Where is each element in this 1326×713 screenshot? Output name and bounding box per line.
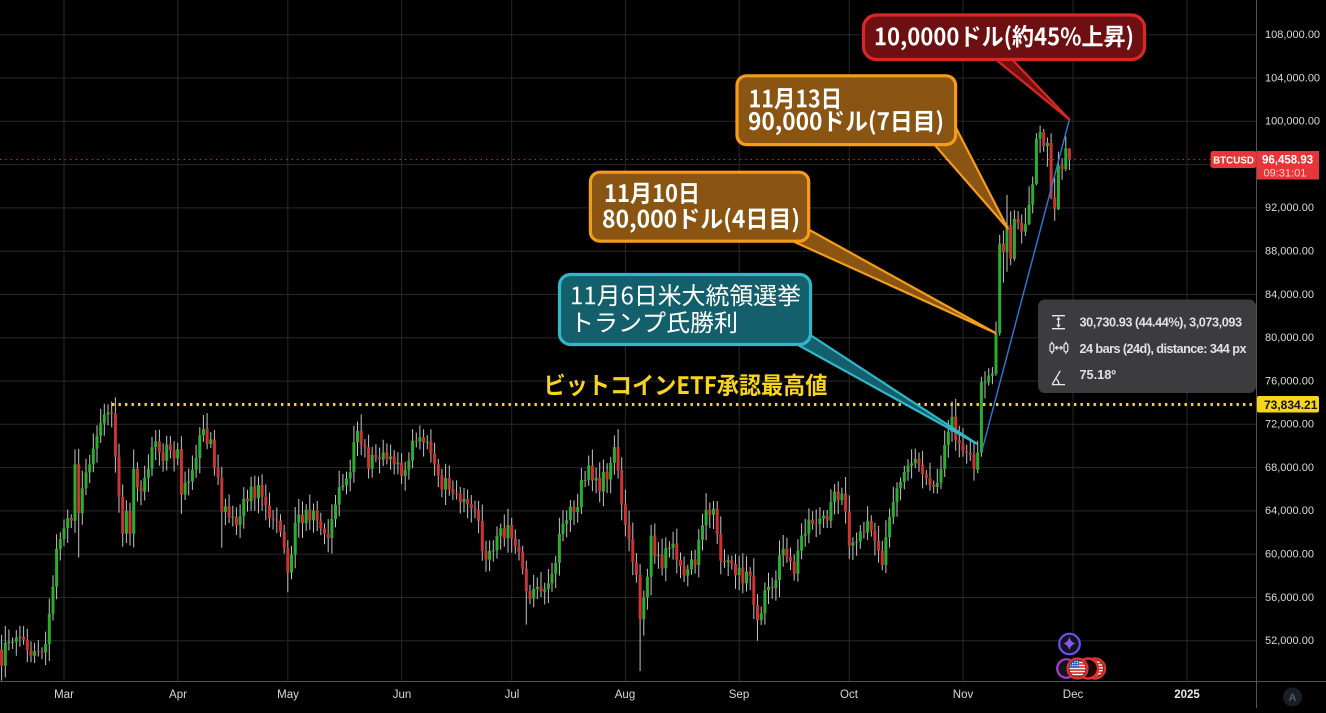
svg-text:Mar: Mar (54, 689, 74, 701)
svg-text:72,000.00: 72,000.00 (1265, 419, 1314, 431)
svg-text:76,000.00: 76,000.00 (1265, 375, 1314, 387)
svg-text:Sep: Sep (729, 689, 749, 701)
svg-text:73,834.21: 73,834.21 (1264, 398, 1318, 412)
svg-text:Jul: Jul (505, 689, 520, 701)
svg-text:Jun: Jun (393, 689, 412, 701)
svg-text:24 bars (24d), distance: 344 p: 24 bars (24d), distance: 344 px (1080, 342, 1247, 356)
svg-text:104,000.00: 104,000.00 (1265, 72, 1320, 84)
svg-text:108,000.00: 108,000.00 (1265, 29, 1320, 41)
svg-text:56,000.00: 56,000.00 (1265, 592, 1314, 604)
svg-text:Oct: Oct (840, 689, 859, 701)
svg-text:Aug: Aug (615, 689, 635, 701)
svg-text:84,000.00: 84,000.00 (1265, 289, 1314, 301)
svg-text:09:31:01: 09:31:01 (1264, 168, 1307, 180)
svg-text:A: A (1289, 692, 1297, 704)
svg-text:BTCUSD: BTCUSD (1213, 155, 1254, 166)
svg-text:2025: 2025 (1174, 689, 1200, 701)
svg-text:Apr: Apr (169, 689, 187, 701)
svg-text:80,000.00: 80,000.00 (1265, 332, 1314, 344)
svg-text:60,000.00: 60,000.00 (1265, 549, 1314, 561)
svg-text:64,000.00: 64,000.00 (1265, 505, 1314, 517)
svg-text:92,000.00: 92,000.00 (1265, 202, 1314, 214)
svg-text:May: May (277, 689, 299, 701)
svg-text:30,730.93 (44.44%), 3,073,093: 30,730.93 (44.44%), 3,073,093 (1080, 315, 1243, 329)
svg-text:96,458.93: 96,458.93 (1262, 155, 1313, 167)
svg-text:75.18º: 75.18º (1080, 368, 1117, 382)
svg-text:88,000.00: 88,000.00 (1265, 246, 1314, 258)
svg-text:68,000.00: 68,000.00 (1265, 462, 1314, 474)
svg-text:100,000.00: 100,000.00 (1265, 116, 1320, 128)
svg-text:Nov: Nov (953, 689, 974, 701)
svg-text:52,000.00: 52,000.00 (1265, 635, 1314, 647)
svg-text:Dec: Dec (1063, 689, 1084, 701)
